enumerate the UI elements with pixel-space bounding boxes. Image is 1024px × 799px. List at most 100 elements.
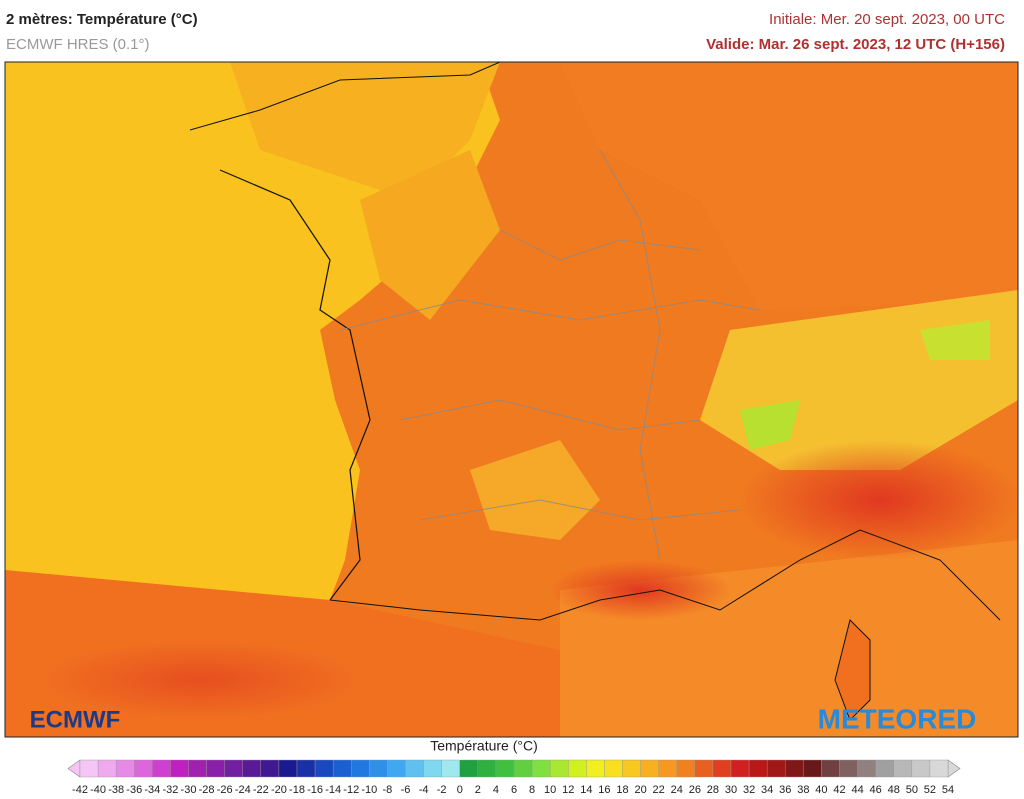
colorbar-arrow-left — [67, 759, 81, 778]
colorbar-swatch — [369, 759, 388, 778]
colorbar-tick-label: -8 — [383, 784, 393, 796]
colorbar-tick-label: 26 — [689, 784, 701, 796]
colorbar-swatch — [351, 759, 370, 778]
colorbar-swatch — [676, 759, 696, 778]
colorbar-tick-label: 6 — [511, 784, 517, 796]
colorbar-tick-label: -38 — [108, 784, 124, 796]
colorbar-tick-label: 14 — [580, 784, 592, 796]
colorbar-swatch — [405, 759, 424, 778]
colorbar-tick-label: 10 — [544, 784, 556, 796]
colorbar-swatch — [911, 759, 931, 778]
colorbar-swatch — [549, 759, 569, 778]
colorbar-tick-label: 36 — [779, 784, 791, 796]
colorbar-swatch — [568, 759, 587, 778]
colorbar-swatch — [604, 759, 623, 778]
colorbar-swatch — [658, 759, 677, 778]
colorbar-swatch — [314, 759, 334, 778]
colorbar-swatch — [712, 759, 732, 778]
colorbar-swatch — [170, 759, 189, 778]
meteored-logo: METEORED — [818, 703, 977, 734]
colorbar-tick-label: 40 — [815, 784, 827, 796]
colorbar: -42 -40 -38 -36 -34 -32 -30 -28 -26 -24 -22 -20 -18-… — [67, 759, 961, 796]
colorbar-tick-label: -40 — [90, 784, 106, 796]
colorbar-tick-label: 54 — [942, 784, 954, 796]
colorbar-swatch — [893, 759, 913, 778]
colorbar-swatch — [423, 759, 442, 778]
colorbar-swatch — [134, 759, 153, 778]
colorbar-tick-label: -6 — [401, 784, 411, 796]
colorbar-swatch — [694, 759, 714, 778]
ecmwf-logo: ECMWF — [30, 706, 121, 733]
colorbar-swatch — [459, 759, 479, 778]
colorbar-tick-label: -26 — [217, 784, 233, 796]
colorbar-swatch — [260, 759, 280, 778]
colorbar-title: Température (°C) — [430, 738, 538, 754]
colorbar-tick-label: -18 — [289, 784, 305, 796]
colorbar-swatch — [152, 759, 171, 778]
colorbar-tick-label: 24 — [671, 784, 683, 796]
map: ECMWF METEORED — [4, 61, 1019, 738]
colorbar-swatch — [821, 759, 840, 778]
colorbar-swatch — [640, 759, 659, 778]
colorbar-tick-label: -2 — [437, 784, 447, 796]
colorbar-tick-label: 22 — [653, 784, 665, 796]
colorbar-tick-label: 28 — [707, 784, 719, 796]
colorbar-swatch — [79, 759, 99, 778]
colorbar-swatch — [206, 759, 225, 778]
colorbar-swatch — [296, 759, 316, 778]
colorbar-swatch — [766, 759, 786, 778]
subtitle: ECMWF HRES (0.1°) — [6, 36, 150, 53]
colorbar-swatch — [929, 759, 949, 778]
colorbar-tick-label: -10 — [361, 784, 377, 796]
colorbar-tick-label: -32 — [162, 784, 178, 796]
colorbar-tick-label: 46 — [870, 784, 882, 796]
colorbar-swatch — [477, 759, 497, 778]
colorbar-tick-label: 42 — [833, 784, 845, 796]
colorbar-swatch — [387, 759, 406, 778]
colorbar-tick-label: 20 — [634, 784, 646, 796]
colorbar-tick-label: 2 — [475, 784, 481, 796]
colorbar-tick-label: -28 — [199, 784, 215, 796]
colorbar-swatch — [97, 759, 117, 778]
colorbar-swatch — [278, 759, 298, 778]
colorbar-tick-label: 30 — [725, 784, 737, 796]
colorbar-tick-label: 12 — [562, 784, 574, 796]
colorbar-tick-label: -4 — [419, 784, 429, 796]
colorbar-swatch — [531, 759, 551, 778]
colorbar-swatch — [441, 759, 460, 778]
colorbar-tick-label: -24 — [235, 784, 251, 796]
colorbar-swatch — [332, 759, 352, 778]
colorbar-tick-label: -34 — [144, 784, 160, 796]
colorbar-tick-label: -36 — [126, 784, 142, 796]
colorbar-swatch — [115, 759, 135, 778]
colorbar-swatch — [803, 759, 822, 778]
colorbar-tick-label: 48 — [888, 784, 900, 796]
colorbar-swatch — [495, 759, 515, 778]
colorbar-swatch — [875, 759, 894, 778]
colorbar-swatch — [785, 759, 804, 778]
title: 2 mètres: Température (°C) — [6, 11, 198, 28]
colorbar-tick-label: 0 — [457, 784, 463, 796]
colorbar-tick-label: 50 — [906, 784, 918, 796]
colorbar-tick-label: 44 — [851, 784, 863, 796]
colorbar-tick-label: -14 — [325, 784, 341, 796]
colorbar-tick-label: 8 — [529, 784, 535, 796]
colorbar-tick-label: 32 — [743, 784, 755, 796]
colorbar-swatch — [586, 759, 605, 778]
colorbar-swatch — [242, 759, 262, 778]
colorbar-tick-label: -16 — [307, 784, 323, 796]
colorbar-tick-label: 52 — [924, 784, 936, 796]
initial-time: Initiale: Mer. 20 sept. 2023, 00 UTC — [769, 11, 1005, 28]
colorbar-swatch — [188, 759, 207, 778]
colorbar-swatch — [730, 759, 750, 778]
colorbar-tick-label: -22 — [253, 784, 269, 796]
colorbar-tick-label: -20 — [271, 784, 287, 796]
colorbar-swatch — [622, 759, 641, 778]
colorbar-tick-label: -12 — [343, 784, 359, 796]
colorbar-tick-label: -42 — [72, 784, 88, 796]
colorbar-swatch — [857, 759, 876, 778]
colorbar-tick-label: -30 — [181, 784, 197, 796]
colorbar-tick-label: 34 — [761, 784, 773, 796]
colorbar-arrow-right — [947, 759, 961, 778]
